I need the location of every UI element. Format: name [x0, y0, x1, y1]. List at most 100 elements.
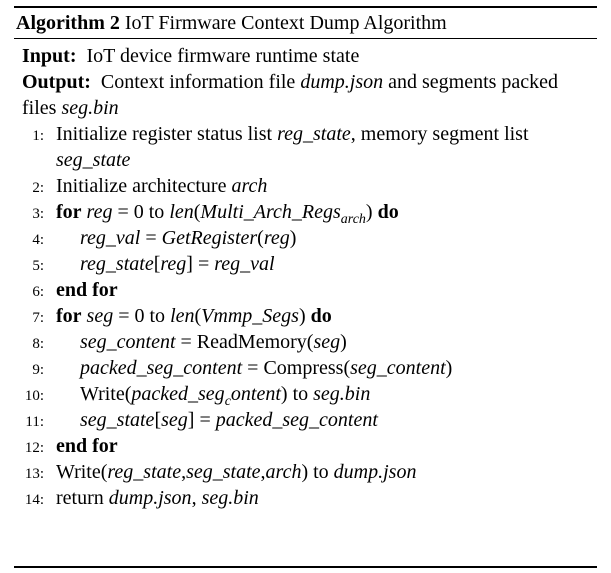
- line-text: ,: [181, 461, 187, 483]
- var-seg-content: seg_content: [350, 357, 446, 379]
- algo-line-3: 3: for reg = 0 to len(Multi_Arch_Regsarc…: [14, 199, 597, 227]
- func-len: len: [170, 305, 195, 327]
- line-text: ): [340, 331, 347, 353]
- var-packed-seg-content: packed_seg_content: [215, 409, 378, 431]
- var-vmmp-segs: Vmmp_Segs: [201, 305, 299, 327]
- func-getregister: GetRegister: [161, 227, 258, 249]
- var-reg-state: reg_state: [107, 461, 182, 483]
- var-ontent: ontent: [230, 383, 281, 405]
- algo-line-9: 9: packed_seg_content = Compress(seg_con…: [14, 355, 597, 381]
- subscript-c: c: [224, 394, 231, 409]
- line-number: 5:: [32, 258, 44, 274]
- algo-line-6: 6: end for: [14, 277, 597, 303]
- output-text-1: Context information file: [100, 71, 301, 93]
- keyword-for: for: [56, 305, 82, 327]
- line-text: Write(: [80, 383, 132, 405]
- var-reg: reg: [263, 227, 290, 249]
- algo-line-1: 1: Initialize register status list reg_s…: [14, 121, 597, 173]
- line-text: [: [154, 409, 162, 431]
- line-text: (: [257, 227, 264, 249]
- caption-label: Algorithm 2: [16, 12, 120, 34]
- line-text: ] =: [187, 409, 216, 431]
- line-text: = 0 to: [112, 201, 170, 223]
- line-number: 9:: [32, 362, 44, 378]
- keyword-end-for: end for: [56, 435, 118, 457]
- var-reg-val: reg_val: [214, 253, 275, 275]
- var-seg: seg: [86, 305, 114, 327]
- line-text: ): [289, 227, 297, 249]
- line-text: = 0 to: [113, 305, 171, 327]
- var-reg-state: reg_state: [277, 123, 351, 145]
- line-number: 10:: [24, 388, 44, 404]
- keyword-do: do: [310, 305, 332, 327]
- algo-line-7: 7: for seg = 0 to len(Vmmp_Segs) do: [14, 303, 597, 329]
- file-seg-bin: seg.bin: [313, 383, 371, 405]
- input-text: IoT device firmware runtime state: [86, 45, 360, 67]
- func-len: len: [169, 201, 194, 223]
- var-reg-val: reg_val: [80, 227, 141, 249]
- subscript-arch: arch: [340, 212, 366, 227]
- line-text: = Compress(: [242, 357, 351, 379]
- keyword-do: do: [377, 201, 399, 223]
- line-text: return: [56, 487, 109, 509]
- output-text-2: and segments packed files: [22, 71, 559, 119]
- algo-line-13: 13: Write(reg_state,seg_state,arch) to d…: [14, 459, 597, 485]
- output-file-seg: seg.bin: [61, 97, 119, 119]
- input-label: Input:: [22, 45, 77, 67]
- line-text: (: [193, 201, 201, 223]
- caption-title: IoT Firmware Context Dump Algorithm: [124, 12, 447, 34]
- var-multi-arch-regs: Multi_Arch_Regs: [200, 201, 341, 223]
- line-text: ,: [191, 487, 202, 509]
- line-number: 6:: [32, 284, 44, 300]
- line-text: =: [140, 227, 162, 249]
- line-number: 2:: [32, 180, 44, 196]
- output-line: Output: Context information file dump.js…: [14, 69, 597, 121]
- var-seg: seg: [313, 331, 341, 353]
- file-dump-json: dump.json: [333, 461, 417, 483]
- line-text: ): [445, 357, 453, 379]
- line-text: ) to: [280, 383, 314, 405]
- line-text: Initialize register status list: [56, 123, 278, 145]
- line-text: ) to: [301, 461, 334, 483]
- line-text: , memory segment list: [350, 123, 529, 145]
- file-dump-json: dump.json: [108, 487, 192, 509]
- algo-line-5: 5: reg_state[reg] = reg_val: [14, 251, 597, 277]
- var-seg-state: seg_state: [56, 149, 131, 171]
- line-number: 8:: [32, 336, 44, 352]
- line-number: 1:: [32, 128, 44, 144]
- var-packed-seg: packed_seg: [131, 383, 225, 405]
- algo-line-12: 12: end for: [14, 433, 597, 459]
- bottom-rule: [14, 566, 597, 568]
- algorithm-body: Input: IoT device firmware runtime state…: [14, 39, 597, 511]
- line-text: ,: [260, 461, 266, 483]
- algo-line-4: 4: reg_val = GetRegister(reg): [14, 225, 597, 251]
- output-file-dump: dump.json: [300, 71, 384, 93]
- line-number: 7:: [32, 310, 44, 326]
- line-number: 11:: [25, 414, 44, 430]
- input-line: Input: IoT device firmware runtime state: [14, 43, 597, 69]
- var-seg: seg: [161, 409, 188, 431]
- var-packed-seg-content: packed_seg_content: [80, 357, 243, 379]
- keyword-for: for: [56, 201, 82, 223]
- line-number: 13:: [24, 466, 44, 482]
- caption-rule: [14, 38, 597, 39]
- var-arch: arch: [265, 461, 302, 483]
- algo-line-14: 14: return dump.json, seg.bin: [14, 485, 597, 511]
- line-text: [: [153, 253, 161, 275]
- line-number: 3:: [32, 206, 44, 222]
- algo-line-2: 2: Initialize architecture arch: [14, 173, 597, 199]
- algorithm-caption: Algorithm 2 IoT Firmware Context Dump Al…: [14, 8, 597, 38]
- line-text: ] =: [186, 253, 215, 275]
- keyword-end-for: end for: [56, 279, 118, 301]
- var-reg: reg: [86, 201, 113, 223]
- output-label: Output:: [22, 71, 91, 93]
- top-rule: [14, 6, 597, 8]
- file-seg-bin: seg.bin: [201, 487, 259, 509]
- var-seg-state: seg_state: [80, 409, 155, 431]
- algo-line-11: 11: seg_state[seg] = packed_seg_content: [14, 407, 597, 433]
- var-seg-content: seg_content: [80, 331, 176, 353]
- var-reg: reg: [160, 253, 187, 275]
- algo-line-10: 10: Write(packed_segcontent) to seg.bin: [14, 381, 597, 409]
- line-text: Initialize architecture: [56, 175, 232, 197]
- var-arch: arch: [231, 175, 268, 197]
